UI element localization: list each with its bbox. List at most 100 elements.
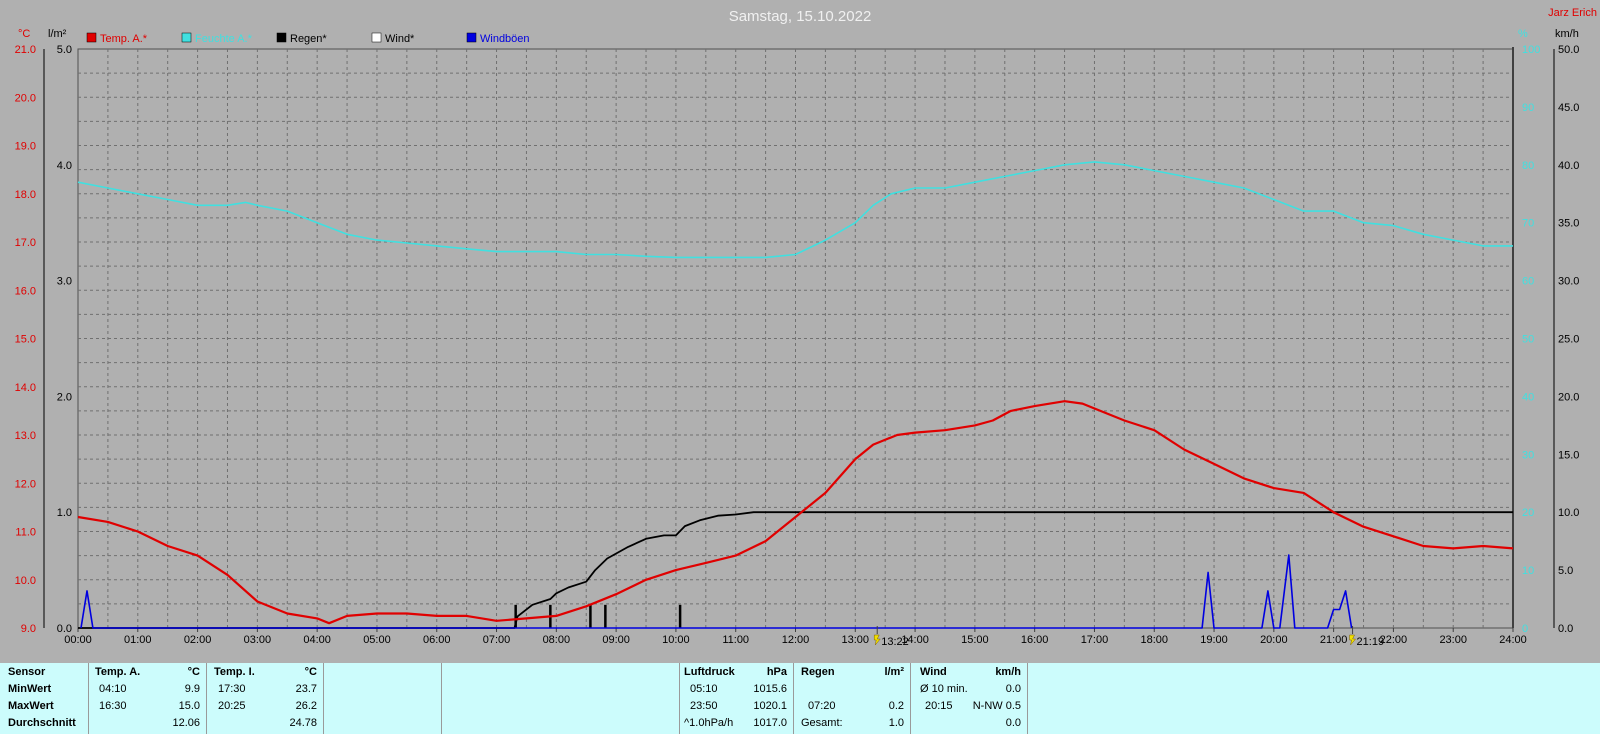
wind-tick-label: 0.0 — [1558, 623, 1573, 635]
temp-a-min-time: 04:10 — [99, 683, 127, 695]
wind-tick-label: 35.0 — [1558, 218, 1579, 230]
temp-a-header: Temp. A. — [95, 666, 141, 678]
x-tick-label: 16:00 — [1021, 634, 1049, 646]
x-tick-label: 10:00 — [662, 634, 690, 646]
temp-i-unit: °C — [304, 666, 317, 678]
wind-header: Wind — [920, 666, 947, 678]
temp-tick-label: 15.0 — [15, 334, 36, 346]
luftdruck-avg-value: 1017.0 — [753, 717, 787, 729]
x-tick-label: 09:00 — [602, 634, 630, 646]
legend-entry: Windböen — [480, 33, 530, 45]
marker-label: 21:19 — [1357, 636, 1385, 648]
wind-avg-value: 0.0 — [1005, 683, 1021, 695]
wind-column: Wind km/h Ø 10 min. 0.0 20:15 N-NW 0.5 0.0 — [911, 663, 1028, 734]
humidity-unit: % — [1518, 28, 1528, 40]
series-line-temp-a — [77, 400, 1514, 625]
regen-total-value: 1.0 — [888, 717, 904, 729]
wind-tick-label: 25.0 — [1558, 334, 1579, 346]
x-tick-label: 23:00 — [1439, 634, 1467, 646]
temp-tick-label: 9.0 — [21, 623, 36, 635]
x-tick-label: 08:00 — [543, 634, 571, 646]
x-tick-label: 06:00 — [423, 634, 451, 646]
luftdruck-trend: ^1.0hPa/h — [684, 717, 734, 729]
rain-tick-label: 3.0 — [57, 276, 72, 288]
wind-unit: km/h — [1555, 28, 1579, 40]
wind-tick-label: 5.0 — [1558, 565, 1573, 577]
x-tick-label: 17:00 — [1081, 634, 1109, 646]
temp-a-max-value: 15.0 — [178, 700, 200, 712]
rain-tick-label: 2.0 — [57, 391, 72, 403]
x-tick-label: 22:00 — [1380, 634, 1408, 646]
weather-chart: Samstag, 15.10.2022 Jarz Erich °C l/m² %… — [15, 7, 1597, 648]
temp-tick-label: 16.0 — [15, 285, 36, 297]
regen-column: Regen l/m² 07:20 0.2 Gesamt: 1.0 — [794, 663, 911, 734]
humidity-tick-label: 0 — [1522, 623, 1528, 635]
temp-i-max-time: 20:25 — [218, 700, 246, 712]
wind-tick-label: 50.0 — [1558, 44, 1579, 56]
temp-tick-label: 18.0 — [15, 189, 36, 201]
x-tick-label: 02:00 — [184, 634, 212, 646]
legend-swatch — [466, 32, 477, 43]
x-tick-label: 14:00 — [901, 634, 929, 646]
wind-avg-label: Ø 10 min. — [920, 683, 968, 695]
x-tick-label: 01:00 — [124, 634, 152, 646]
durchschnitt-label: Durchschnitt — [8, 717, 76, 729]
x-tick-label: 11:00 — [722, 634, 749, 646]
regen-total-label: Gesamt: — [801, 717, 843, 729]
temp-tick-label: 21.0 — [15, 44, 36, 56]
temp-a-max-time: 16:30 — [99, 700, 127, 712]
sensor-column: Sensor MinWert MaxWert Durchschnitt — [0, 663, 89, 734]
temp-tick-label: 20.0 — [15, 92, 36, 104]
legend-entry: Temp. A.* — [100, 33, 148, 45]
lightning-icon — [873, 634, 881, 646]
humidity-tick-label: 80 — [1522, 160, 1534, 172]
x-tick-label: 18:00 — [1140, 634, 1168, 646]
wind-tick-label: 20.0 — [1558, 391, 1579, 403]
marker-label: 13:22 — [881, 636, 909, 648]
wind-tick-label: 30.0 — [1558, 276, 1579, 288]
legend-swatch — [371, 32, 382, 43]
x-tick-label: 03:00 — [244, 634, 272, 646]
lightning-icon — [1349, 634, 1357, 646]
temp-a-unit: °C — [187, 666, 200, 678]
regen-unit: l/m² — [884, 666, 904, 678]
x-tick-label: 12:00 — [782, 634, 810, 646]
temp-a-min-value: 9.9 — [184, 683, 200, 695]
author-label: Jarz Erich — [1548, 7, 1597, 19]
series-line-feuchte-a — [77, 161, 1513, 259]
luftdruck-min-time: 05:10 — [690, 683, 718, 695]
wind-tick-label: 45.0 — [1558, 102, 1579, 114]
humidity-tick-label: 40 — [1522, 391, 1534, 403]
regen-max-value: 0.2 — [888, 700, 904, 712]
humidity-tick-label: 20 — [1522, 507, 1534, 519]
temp-i-min-time: 17:30 — [218, 683, 246, 695]
legend: Temp. A.* Feuchte A.* Regen* Wind* Windböen — [86, 32, 530, 45]
luftdruck-column: Luftdruck hPa 05:10 1015.6 23:50 1020.1 ^1.… — [680, 663, 794, 734]
temp-tick-label: 19.0 — [15, 141, 36, 153]
legend-entry: Regen* — [290, 33, 327, 45]
humidity-tick-label: 50 — [1522, 334, 1534, 346]
humidity-tick-label: 60 — [1522, 276, 1534, 288]
rain-tick-label: 4.0 — [57, 160, 72, 172]
wind-tick-label: 15.0 — [1558, 449, 1579, 461]
empty-column-1 — [324, 663, 442, 734]
temp-a-avg-value: 12.06 — [172, 717, 200, 729]
legend-entry: Feuchte A.* — [195, 33, 253, 45]
wind-tick-label: 40.0 — [1558, 160, 1579, 172]
rain-unit: l/m² — [48, 28, 67, 40]
humidity-tick-label: 70 — [1522, 218, 1534, 230]
sensor-header: Sensor — [8, 666, 46, 678]
humidity-tick-label: 100 — [1522, 44, 1540, 56]
temp-unit: °C — [18, 28, 30, 40]
x-tick-label: 15:00 — [961, 634, 989, 646]
x-tick-label: 13:00 — [842, 634, 870, 646]
legend-entry: Wind* — [385, 33, 415, 45]
temp-i-column: Temp. I. °C 17:30 23.7 20:25 26.2 24.78 — [207, 663, 324, 734]
luftdruck-header: Luftdruck — [684, 666, 735, 678]
wind-unit-header: km/h — [995, 666, 1021, 678]
maxwert-label: MaxWert — [8, 700, 54, 712]
x-tick-label: 20:00 — [1260, 634, 1288, 646]
wind-max-time: 20:15 — [925, 700, 953, 712]
temp-tick-label: 13.0 — [15, 430, 36, 442]
empty-column-2 — [442, 663, 680, 734]
